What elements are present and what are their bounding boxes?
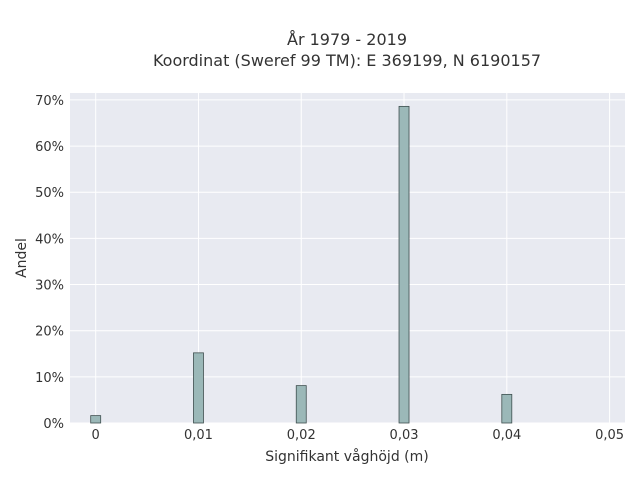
histogram-bar [295, 385, 307, 424]
x-tick-label: 0,01 [184, 428, 213, 443]
histogram-bar [193, 352, 204, 424]
x-tick-label: 0,02 [287, 428, 316, 443]
x-tick-label: 0,03 [390, 428, 419, 443]
x-tick-label: 0,05 [595, 428, 624, 443]
y-gridlines [70, 99, 625, 424]
y-axis-label: Andel [14, 238, 30, 278]
y-tick-label: 60% [35, 140, 64, 155]
y-tick-label: 40% [35, 232, 64, 247]
plot-area [70, 93, 625, 423]
x-tick-label: 0 [92, 428, 100, 443]
chart-title-line-2: Koordinat (Sweref 99 TM): E 369199, N 61… [153, 51, 541, 70]
x-axis-label: Signifikant våghöjd (m) [265, 448, 428, 465]
y-tick-label: 30% [35, 279, 64, 294]
y-tick-label: 0% [43, 417, 64, 432]
bars [90, 105, 513, 424]
histogram-bar [501, 393, 513, 424]
x-tick-label: 0,04 [492, 428, 521, 443]
x-tick-labels: 0 0,01 0,02 0,03 0,04 0,05 [92, 428, 625, 443]
y-tick-label: 70% [35, 94, 64, 109]
y-tick-label: 20% [35, 325, 64, 340]
y-tick-labels: 0% 10% 20% 30% 40% 50% 60% 70% [35, 94, 64, 432]
histogram-bar [398, 105, 410, 424]
histogram-bar [90, 415, 102, 424]
y-tick-label: 10% [35, 371, 64, 386]
chart-title-line-1: År 1979 - 2019 [287, 30, 407, 49]
y-tick-label: 50% [35, 186, 64, 201]
